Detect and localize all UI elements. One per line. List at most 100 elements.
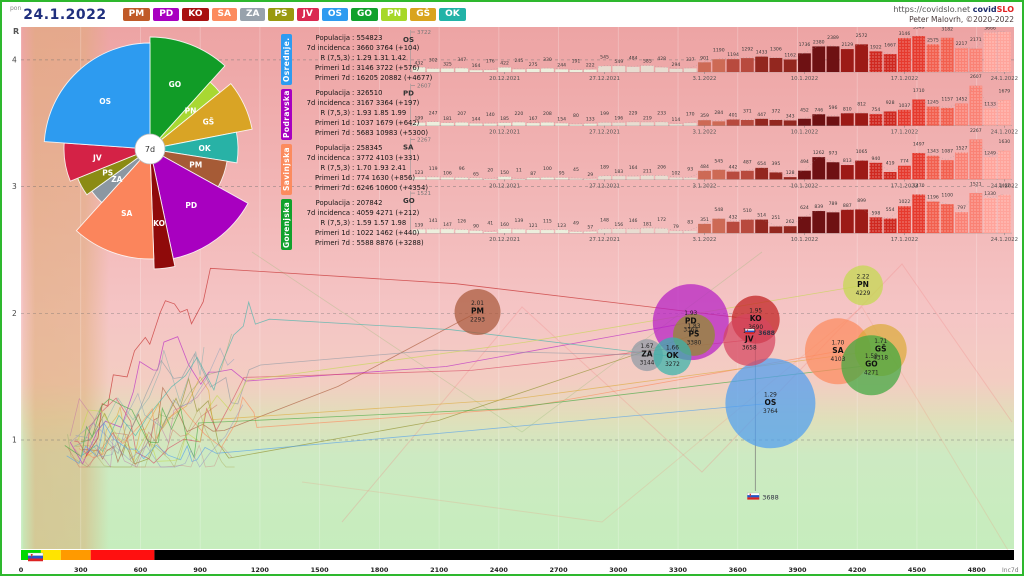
- region-badge-SA[interactable]: SA: [211, 8, 237, 21]
- stat-line: 7d incidenca: 3772 4103 (+331): [306, 153, 420, 162]
- pie-slice-label: PD: [185, 201, 197, 210]
- region-badge-JV[interactable]: JV: [296, 8, 319, 21]
- bar-value-label: 222: [586, 63, 595, 69]
- bar-value-label: 901: [700, 55, 709, 61]
- x-tick-label: 2400: [490, 566, 509, 574]
- bar: [583, 231, 597, 234]
- bar: [469, 178, 483, 180]
- bar-value-label: 206: [657, 164, 666, 170]
- bubble-r-label: 1.95: [749, 309, 762, 315]
- bar: [783, 226, 797, 234]
- bar: [640, 122, 654, 126]
- trace-noise: [73, 347, 205, 447]
- bubble-PN[interactable]: [842, 265, 883, 306]
- bar-value-label: 160: [500, 222, 509, 228]
- x-tick-label: 3900: [788, 566, 807, 574]
- bar: [855, 113, 868, 126]
- bubble-incidence-label: 4318: [873, 356, 888, 362]
- bar: [855, 44, 868, 72]
- region-badge-ZA[interactable]: ZA: [239, 8, 266, 21]
- bubble-OS[interactable]: [725, 358, 816, 449]
- bar-value-label: 139: [415, 222, 424, 228]
- bar: [783, 59, 797, 72]
- y-axis-label: R: [13, 27, 19, 36]
- pie-slice-GO[interactable]: [149, 36, 226, 151]
- bar-value-label: 1462: [999, 183, 1011, 189]
- bar-value-label: 1922: [870, 44, 882, 50]
- bar: [412, 122, 426, 126]
- pie-slice-SA[interactable]: [75, 147, 155, 260]
- region-tab[interactable]: Podravska: [281, 89, 292, 140]
- bubble-OK[interactable]: [653, 337, 692, 376]
- bar-value-label: 49: [573, 220, 579, 226]
- bar: [483, 232, 497, 234]
- bar-value-label: 275: [529, 62, 538, 68]
- bar-value-label: 395: [772, 161, 781, 167]
- bar: [555, 123, 569, 126]
- trace-OK: [82, 300, 673, 456]
- pie-slice-PD[interactable]: [149, 148, 249, 260]
- trace-noise: [70, 404, 244, 468]
- bubble-code-label: GO: [865, 360, 878, 369]
- bubble-code-label: KO: [750, 314, 762, 323]
- bar-value-label: 432: [729, 215, 738, 221]
- brand-logo[interactable]: covidSLO: [972, 4, 1014, 14]
- bar-value-label: 510: [743, 208, 752, 214]
- bar: [812, 46, 826, 72]
- bubble-JV[interactable]: [723, 313, 776, 366]
- region-tab[interactable]: Gorenjska: [281, 199, 292, 250]
- strip-date-label: 3.1.2022: [692, 130, 716, 136]
- bar-value-label: 139: [514, 218, 523, 224]
- region-tab[interactable]: Osrednje.: [281, 34, 292, 85]
- bar: [469, 230, 483, 234]
- bubble-PM[interactable]: [454, 289, 501, 336]
- region-badge-PN[interactable]: PN: [381, 8, 408, 21]
- region-badge-PD[interactable]: PD: [153, 8, 180, 21]
- site-url[interactable]: https://covidslo.net: [893, 4, 971, 14]
- pie-slice-KO[interactable]: [149, 148, 176, 270]
- bar: [855, 160, 868, 180]
- bar: [441, 68, 454, 72]
- bubble-r-label: 1.71: [874, 339, 887, 345]
- region-badge-GŠ[interactable]: GŠ: [410, 8, 437, 21]
- bar-value-label: 372: [772, 108, 781, 114]
- strip-date-label: 20.12.2021: [489, 130, 520, 136]
- bar-value-label: 1497: [913, 141, 925, 147]
- pie-slice-OS[interactable]: [43, 42, 151, 150]
- pie-slice-GŠ[interactable]: [149, 82, 253, 150]
- decorative-lines: [251, 251, 1013, 558]
- region-badge-GO[interactable]: GO: [351, 8, 379, 21]
- bar-value-label: 484: [629, 55, 638, 61]
- national-incidence-label: 3688: [758, 330, 775, 337]
- bar-value-label: 114: [672, 117, 681, 123]
- bar-value-label: 1133: [984, 101, 996, 107]
- trace-OS: [66, 402, 771, 464]
- bar-value-label: 1521: [970, 182, 982, 188]
- y-tick-label: 1: [12, 436, 17, 445]
- bar-value-label: 45: [573, 167, 579, 173]
- bar-value-label: 487: [743, 159, 752, 165]
- bar-value-label: 3349: [913, 25, 925, 31]
- x-tick-label: 0: [19, 566, 24, 574]
- bar: [669, 177, 683, 180]
- region-badge-OK[interactable]: OK: [439, 8, 466, 21]
- region-badge-PS[interactable]: PS: [268, 8, 294, 21]
- y-tick-label: 4: [12, 55, 17, 64]
- region-badge-KO[interactable]: KO: [182, 8, 209, 21]
- bubble-incidence-label: 3658: [742, 345, 757, 351]
- bar: [498, 228, 511, 234]
- bubble-incidence-label: 3272: [665, 362, 680, 368]
- pie-slice-OK[interactable]: [149, 131, 239, 164]
- region-tab[interactable]: Savinjska: [281, 144, 292, 195]
- region-badge-PM[interactable]: PM: [122, 8, 151, 21]
- bar: [455, 68, 469, 72]
- region-badge-OS[interactable]: OS: [321, 8, 348, 21]
- bar-value-label: 90: [473, 224, 479, 230]
- bar: [712, 169, 726, 180]
- bubble-GO[interactable]: [841, 335, 902, 396]
- bar: [469, 123, 483, 126]
- bar-value-label: 928: [886, 100, 895, 106]
